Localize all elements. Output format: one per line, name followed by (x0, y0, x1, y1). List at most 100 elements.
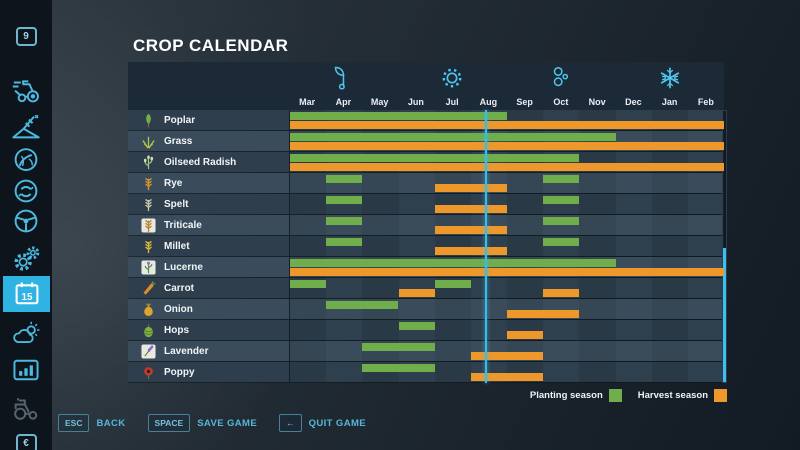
button-back[interactable]: ESC BACK (58, 414, 126, 432)
key-badge: ESC (58, 414, 90, 432)
month-cell (507, 215, 544, 235)
month-cell (651, 299, 688, 319)
month-cell (434, 362, 471, 382)
scrollbar-handle[interactable] (723, 247, 726, 382)
month-col: Mar (289, 62, 325, 110)
harvest-season-bar (290, 268, 724, 276)
crop-timeline (289, 173, 724, 193)
month-col: Oct (543, 62, 579, 110)
month-cell (290, 320, 327, 340)
harvest-season-bar (290, 142, 724, 150)
crop-row: Lucerne (128, 257, 724, 278)
month-cell (579, 173, 616, 193)
planting-season-bar (290, 154, 580, 162)
month-cell (326, 278, 363, 298)
month-cell (470, 299, 508, 319)
crop-name: Carrot (164, 282, 195, 294)
month-cell (290, 341, 327, 361)
spelt-icon (141, 197, 156, 212)
month-cell (507, 173, 544, 193)
crop-timeline (289, 236, 724, 256)
month-cell (615, 278, 652, 298)
key-badge: SPACE (147, 414, 191, 432)
crop-label: Poplar (128, 110, 289, 130)
crop-row: Grass (128, 131, 724, 152)
harvest-season-bar (507, 310, 580, 318)
spring-icon (329, 64, 357, 97)
planting-season-bar (543, 238, 580, 246)
winter-icon (656, 64, 684, 97)
button-label: QUIT GAME (308, 417, 367, 429)
month-cell (687, 320, 724, 340)
crop-label: Grass (128, 131, 289, 151)
month-cell (398, 173, 435, 193)
onion-icon (141, 302, 156, 317)
month-col: Dec (615, 62, 651, 110)
month-cell (507, 194, 544, 214)
month-cell (615, 173, 652, 193)
month-cell (687, 173, 724, 193)
planting-season-bar (398, 322, 435, 330)
sidebar-item-vehicle-overview[interactable] (0, 392, 52, 424)
sidebar-item-vehicles[interactable] (0, 74, 52, 106)
rye-icon (141, 176, 156, 191)
sidebar-item-garage[interactable] (0, 205, 52, 237)
planting-season-bar (290, 112, 507, 120)
month-cell (615, 320, 652, 340)
current-day-line (485, 110, 488, 383)
month-cell (470, 320, 508, 340)
crop-row: Poplar (128, 110, 724, 131)
planting-season-bar (290, 133, 616, 141)
lucerne-icon (141, 259, 156, 275)
crop-label: Rye (128, 173, 289, 193)
crop-row: Carrot (128, 278, 724, 299)
month-label: Nov (588, 97, 606, 107)
table-header: Mar Apr May Jun Jul Aug Sep Oct Nov Dec Jan Feb (128, 62, 724, 110)
month-cell (398, 194, 435, 214)
crop-label: Lucerne (128, 257, 289, 277)
planting-season-bar (326, 238, 363, 246)
sidebar-item-hotkey-9[interactable]: 9 (0, 20, 52, 52)
hotkey-9-badge: 9 (15, 26, 37, 46)
month-cell (290, 194, 327, 214)
month-cell (579, 341, 616, 361)
month-cell (434, 320, 471, 340)
month-cell (687, 362, 724, 382)
month-cell (579, 215, 616, 235)
svg-text:15: 15 (21, 292, 32, 303)
crop-row: Poppy (128, 362, 724, 383)
month-cell (651, 362, 688, 382)
harvest-season-bar (507, 331, 544, 339)
sidebar-item-agronomy[interactable] (0, 143, 52, 175)
sidebar-item-field-jobs[interactable] (0, 111, 52, 143)
sidebar-item-contracts[interactable] (0, 175, 52, 207)
month-cell (579, 194, 616, 214)
sidebar-item-statistics[interactable] (0, 354, 52, 386)
month-label: Sep (516, 97, 533, 107)
button-save-game[interactable]: SPACE SAVE GAME (147, 414, 258, 432)
month-col: Jan (652, 62, 688, 110)
month-col: Apr (325, 62, 361, 110)
legend-label: Harvest season (637, 390, 708, 401)
harvest-season-bar (434, 205, 507, 213)
sidebar-item-calendar[interactable]: 15 (3, 276, 50, 312)
month-cell (687, 341, 724, 361)
crop-row: Hops (128, 320, 724, 341)
month-cell (543, 320, 580, 340)
sidebar-item-settings[interactable] (0, 242, 52, 274)
scrollbar[interactable] (722, 110, 727, 383)
sidebar-item-hotkey-euro[interactable]: € (0, 427, 52, 450)
tractor-icon (11, 393, 41, 423)
crop-timeline (289, 215, 724, 235)
sidebar-item-weather[interactable] (0, 318, 52, 350)
planting-season-bar (543, 217, 580, 225)
button-quit-game[interactable]: ← QUIT GAME (279, 414, 366, 432)
harvest-season-bar (470, 352, 544, 360)
crop-name: Oilseed Radish (164, 156, 237, 168)
month-cell (615, 236, 652, 256)
plow-hill-icon (11, 112, 41, 142)
oilseed-radish-icon (141, 154, 156, 170)
month-cell (651, 341, 688, 361)
planting-season-bar (290, 259, 616, 267)
